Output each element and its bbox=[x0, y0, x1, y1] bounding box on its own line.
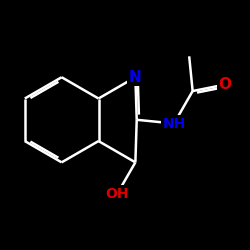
Text: O: O bbox=[219, 77, 232, 92]
Text: OH: OH bbox=[106, 187, 129, 201]
Text: N: N bbox=[129, 70, 142, 85]
Text: NH: NH bbox=[162, 116, 186, 130]
